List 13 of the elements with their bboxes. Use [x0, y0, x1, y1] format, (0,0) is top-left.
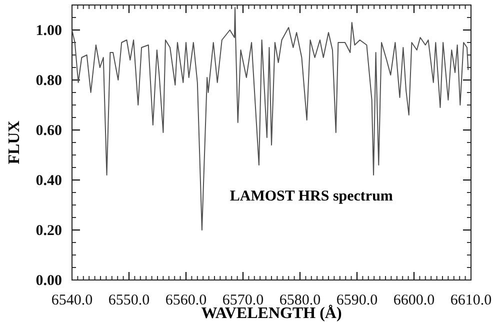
- line-series: [72, 7, 469, 230]
- y-tick-label: 0.80: [36, 72, 62, 89]
- x-tick-label: 6610.0: [450, 292, 492, 309]
- y-tick-label: 1.00: [36, 22, 62, 39]
- x-tick-label: 6600.0: [393, 292, 435, 309]
- x-tick-label: 6550.0: [108, 292, 150, 309]
- y-tick-label: 0.20: [36, 222, 62, 239]
- y-tick-label: 0.00: [36, 272, 62, 289]
- y-tick-label: 0.40: [36, 172, 62, 189]
- y-tick-label: 0.60: [36, 122, 62, 139]
- y-axis-title: FLUX: [6, 120, 23, 164]
- x-tick-label: 6540.0: [51, 292, 93, 309]
- annotation: LAMOST HRS spectrum: [230, 188, 394, 204]
